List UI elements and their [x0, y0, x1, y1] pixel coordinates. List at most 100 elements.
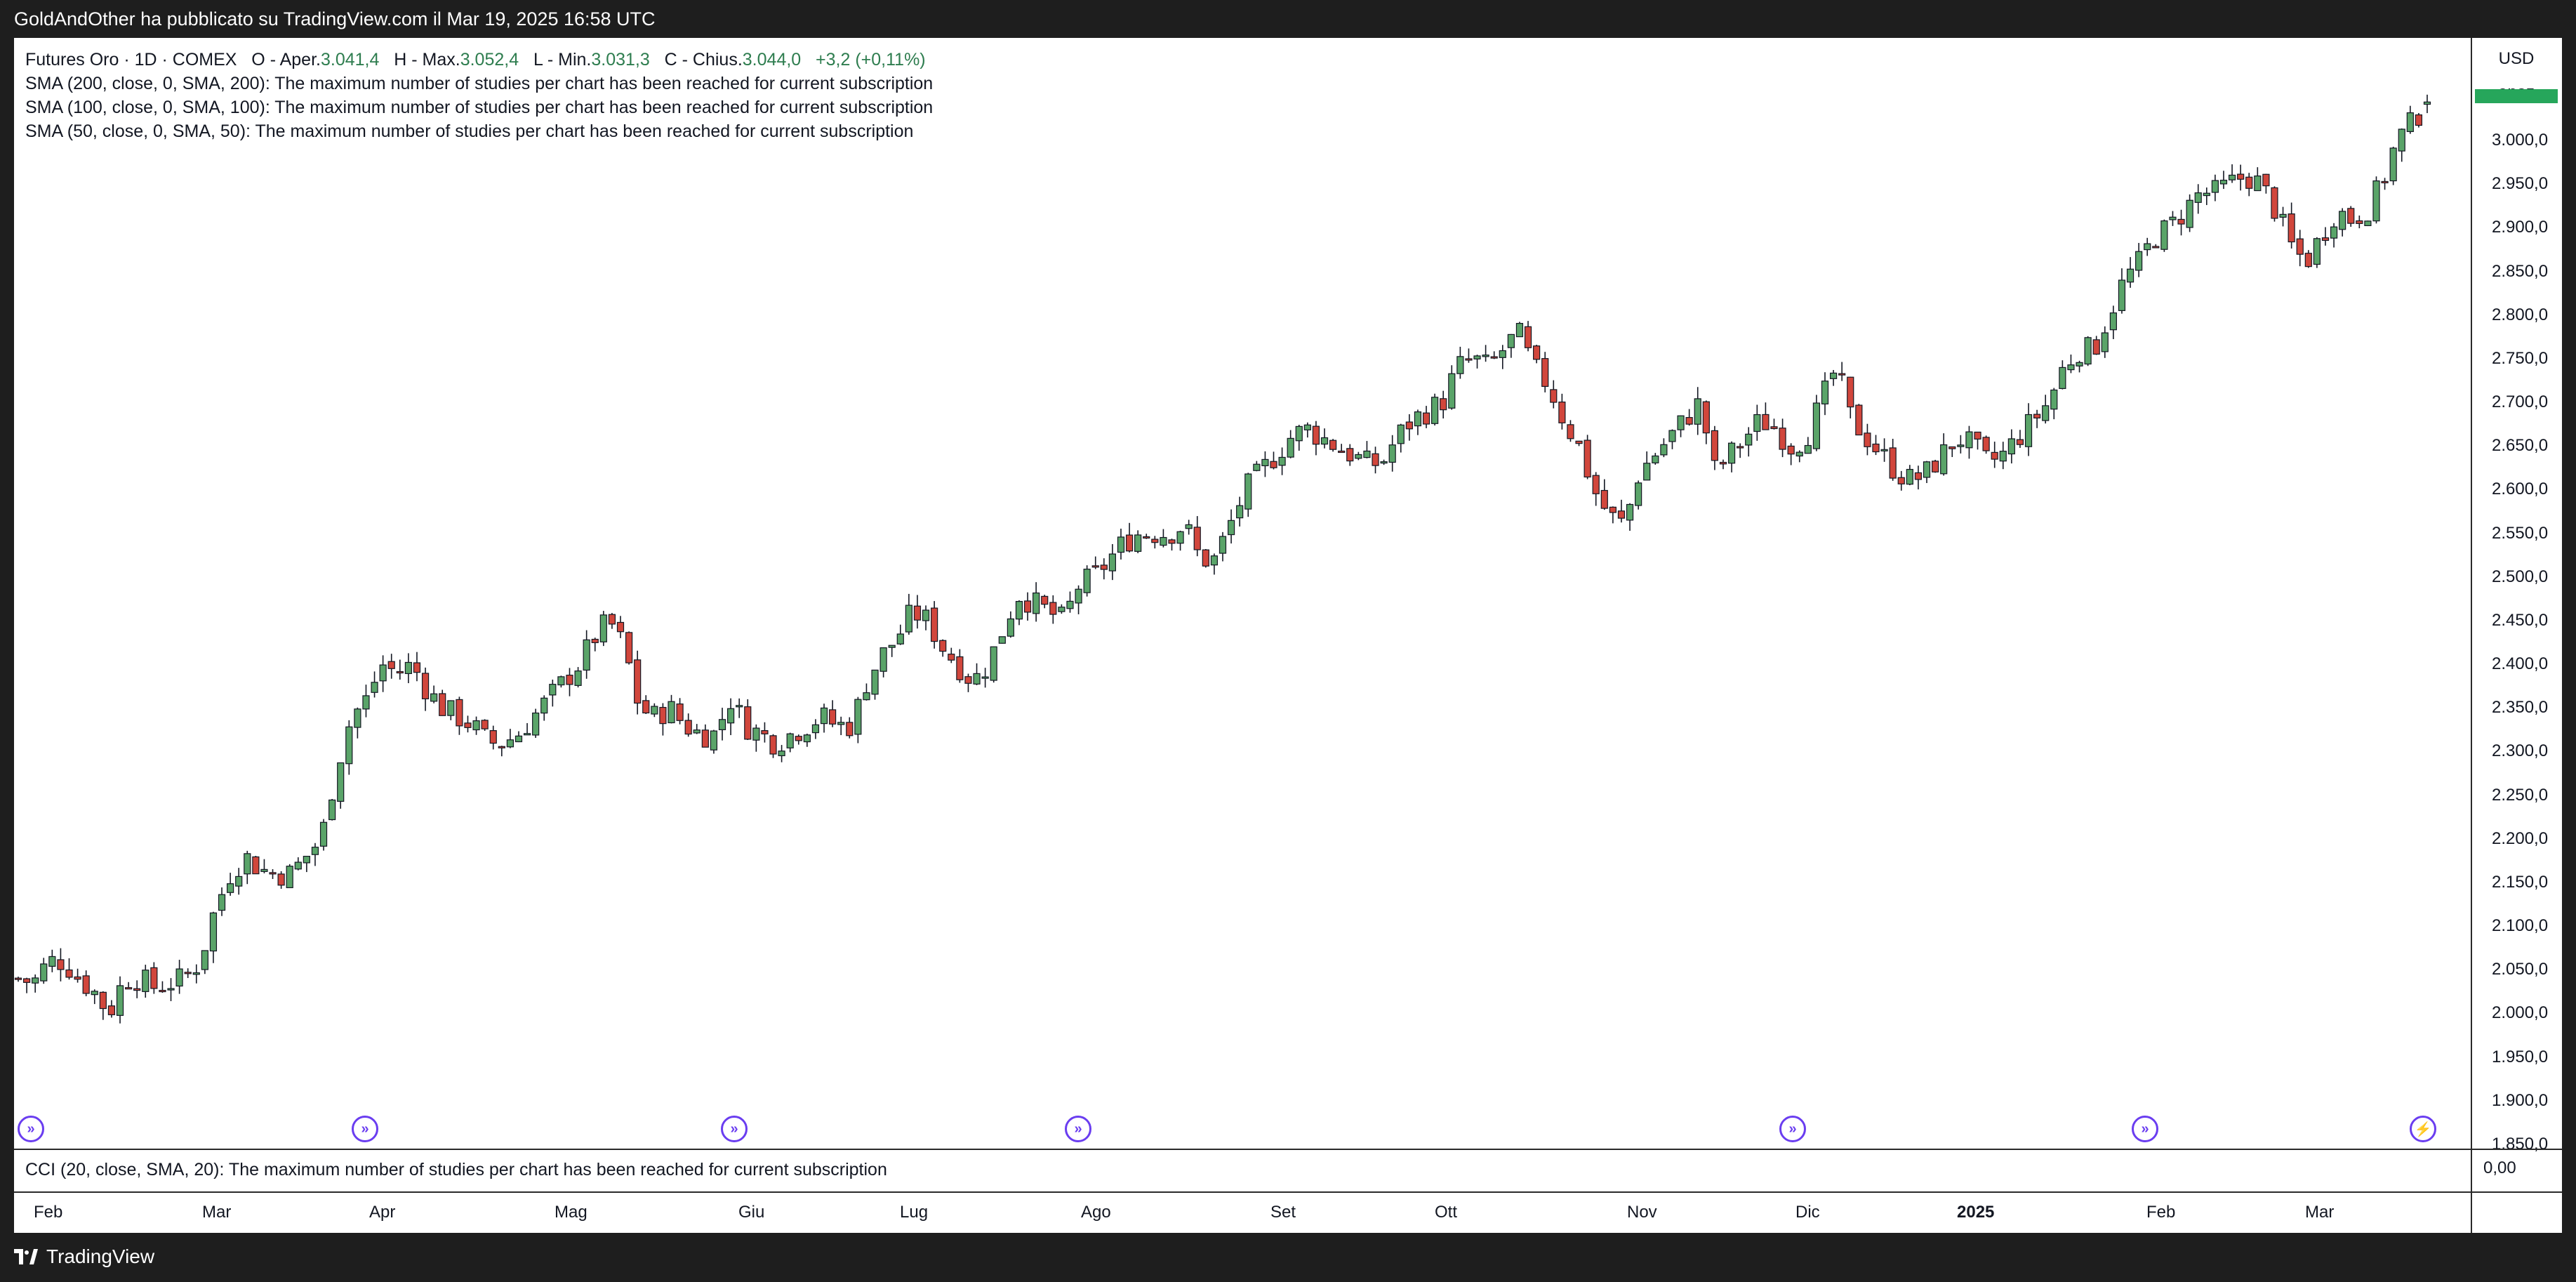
candle: [1236, 496, 1244, 527]
candle: [1007, 611, 1014, 638]
candle: [1635, 480, 1642, 510]
candle: [1991, 442, 1998, 468]
tradingview-logo[interactable]: TradingView: [14, 1245, 154, 1268]
candle: [736, 698, 743, 718]
candle: [1558, 393, 1566, 430]
time-tick-label: Mar: [202, 1203, 232, 1222]
candle: [2118, 268, 2126, 314]
candle: [133, 980, 141, 998]
candle: [871, 669, 879, 700]
candle: [1253, 461, 1261, 472]
candle: [1261, 451, 1269, 477]
candle: [2076, 360, 2083, 373]
study-sma-100[interactable]: SMA (100, close, 0, SMA, 100): The maxim…: [25, 98, 934, 117]
price-tick-label: 2.900,0: [2492, 218, 2549, 237]
candle: [964, 673, 972, 692]
study-sma-50[interactable]: SMA (50, close, 0, SMA, 50): The maximum…: [25, 121, 914, 141]
candle: [82, 970, 90, 997]
candle: [269, 868, 277, 879]
cci-study-label[interactable]: CCI (20, close, SMA, 20): The maximum nu…: [25, 1160, 887, 1179]
candle: [896, 624, 904, 645]
candle: [540, 695, 548, 721]
candle: [1948, 446, 1956, 457]
candle: [1023, 592, 1032, 621]
candle: [786, 732, 794, 753]
price-tick-label: 2.100,0: [2492, 916, 2549, 936]
arrow-event-icon[interactable]: »: [352, 1116, 378, 1142]
candle: [1058, 604, 1065, 614]
candle: [124, 982, 133, 990]
candle: [616, 616, 625, 638]
candle: [430, 685, 438, 703]
candle: [209, 911, 218, 963]
symbol-title[interactable]: Futures Oro · 1D · COMEX: [25, 50, 237, 70]
candle: [998, 636, 1006, 644]
candle: [1185, 520, 1193, 535]
currency-label[interactable]: USD: [2498, 49, 2535, 68]
candle: [2144, 237, 2151, 256]
arrow-event-icon[interactable]: »: [721, 1116, 748, 1142]
price-axis[interactable]: USD apoz 3.000,02.950,02.900,02.850,02.8…: [2471, 38, 2562, 1154]
candle: [1482, 345, 1489, 362]
candle: [744, 699, 752, 740]
candle: [879, 647, 887, 678]
price-pane[interactable]: Futures Oro · 1D · COMEX O - Aper.3.041,…: [14, 38, 2471, 1149]
candle: [74, 968, 81, 983]
candlestick-series: [14, 94, 2431, 1024]
arrow-event-icon[interactable]: »: [1065, 1116, 1091, 1142]
axis-corner: [2471, 1193, 2562, 1233]
candle: [701, 724, 709, 748]
time-axis[interactable]: Feb Mar Apr Mag Giu Lug Ago Set Ott Nov Dic 2025 Feb…: [14, 1193, 2471, 1233]
time-tick-label: Set: [1270, 1203, 1296, 1222]
candle: [1066, 591, 1074, 613]
candle: [1219, 531, 1227, 562]
cci-pane[interactable]: CCI (20, close, SMA, 20): The maximum nu…: [14, 1150, 2471, 1192]
candle: [1660, 438, 1668, 458]
candle: [2347, 206, 2355, 227]
lightning-event-icon[interactable]: ⚡: [2410, 1116, 2436, 1142]
candle: [718, 708, 726, 741]
candle: [2389, 146, 2397, 185]
candle: [1541, 352, 1549, 392]
price-tick-label: 1.850,0: [2492, 1135, 2549, 1154]
candle: [1117, 528, 1125, 560]
arrow-event-icon[interactable]: »: [18, 1116, 44, 1142]
candle: [2067, 355, 2075, 374]
study-sma-200[interactable]: SMA (200, close, 0, SMA, 200): The maxim…: [25, 74, 934, 93]
candle: [1974, 431, 1981, 450]
candle: [557, 675, 565, 688]
candle: [829, 700, 837, 727]
price-tick-label: 2.250,0: [2492, 785, 2549, 805]
candle: [1609, 506, 1616, 524]
candle: [1914, 465, 1923, 490]
candle: [2186, 194, 2193, 232]
candle: [1829, 370, 1838, 386]
candle: [2364, 220, 2372, 227]
candle: [2059, 360, 2066, 390]
candle: [413, 652, 421, 682]
candle: [1727, 441, 1736, 473]
candle: [159, 981, 166, 993]
candle: [1143, 534, 1150, 539]
candle: [506, 729, 514, 748]
candle: [303, 855, 310, 873]
candle: [1812, 395, 1821, 451]
price-tick-label: 1.950,0: [2492, 1047, 2549, 1066]
time-tick-label: Nov: [1627, 1203, 1657, 1222]
time-tick-label: Lug: [900, 1203, 929, 1222]
candle: [1507, 333, 1515, 358]
candle: [2288, 202, 2295, 249]
candle: [1685, 409, 1693, 426]
pane-divider[interactable]: [14, 1149, 2562, 1150]
candle: [1499, 345, 1506, 369]
candle: [142, 965, 150, 998]
candle: [1168, 538, 1176, 551]
candle: [948, 647, 955, 663]
price-tick-label: 2.750,0: [2492, 348, 2549, 368]
candle: [2313, 237, 2321, 268]
candle: [2296, 230, 2304, 267]
arrow-event-icon[interactable]: »: [1779, 1116, 1806, 1142]
price-tick-label: 2.550,0: [2492, 523, 2549, 543]
candle: [778, 745, 785, 762]
arrow-event-icon[interactable]: »: [2132, 1116, 2158, 1142]
